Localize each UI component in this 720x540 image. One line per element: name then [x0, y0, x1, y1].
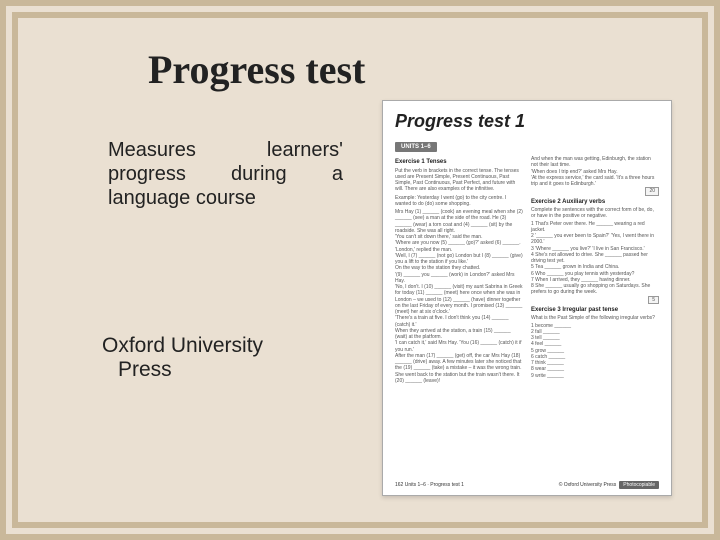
- photocopiable-badge: Photocopiable: [619, 481, 659, 489]
- exercise-1-line: 'There's a train at five. I don't think …: [395, 315, 523, 328]
- exercise-2-item: 1 That's Peter over there. He ______ wea…: [531, 221, 659, 234]
- footer-copyright: © Oxford University Press: [559, 482, 617, 488]
- publisher-line-1: Oxford University: [102, 334, 263, 357]
- exercise-3-instructions: What is the Past Simple of the following…: [531, 315, 659, 321]
- worksheet-footer: 162 Units 1–6 · Progress test 1 © Oxford…: [395, 481, 659, 489]
- exercise-2-item: 4 She's not allowed to drive. She ______…: [531, 252, 659, 265]
- exercise-1-q2: 'At the express service,' the card said.…: [531, 175, 659, 188]
- worksheet-col-left: Exercise 1 Tenses Put the verb in bracke…: [395, 156, 523, 384]
- exercise-1-tail: And when the man was getting, Edinburgh,…: [531, 156, 659, 169]
- exercise-1-example: Example: Yesterday I went (go) to the ci…: [395, 195, 523, 208]
- worksheet-col-right: And when the man was getting, Edinburgh,…: [531, 156, 659, 384]
- footer-right-group: © Oxford University Press Photocopiable: [559, 481, 659, 489]
- score-badge-1: 20: [645, 187, 659, 195]
- exercise-3-heading: Exercise 3 Irregular past tense: [531, 307, 659, 315]
- exercise-1-heading: Exercise 1 Tenses: [395, 159, 523, 167]
- publisher-text: Oxford University Press: [98, 334, 328, 382]
- exercise-2-item: 3 'Where ______ you live?' 'I live in Sa…: [531, 246, 659, 252]
- exercise-2-item: 2 '______ you ever been to Spain?' 'Yes,…: [531, 233, 659, 246]
- exercise-2-item: 8 She ______ usually go shopping on Satu…: [531, 283, 659, 296]
- footer-left: 162 Units 1–6 · Progress test 1: [395, 482, 464, 488]
- exercise-1-line: When they arrived at the station, a trai…: [395, 328, 523, 341]
- page-title: Progress test: [148, 46, 365, 93]
- exercise-1-line: 'Well, I (7) ______ (not go) London but …: [395, 253, 523, 266]
- slide-frame: Progress test Measures learners' progres…: [18, 18, 702, 522]
- exercise-1-line: 'Where are you now (5) ______ (go)?' ask…: [395, 240, 523, 246]
- exercise-2-instructions: Complete the sentences with the correct …: [531, 207, 659, 220]
- worksheet-thumbnail: Progress test 1 UNITS 1–6 Exercise 1 Ten…: [382, 100, 672, 496]
- exercise-1-instructions: Put the verb in brackets in the correct …: [395, 168, 523, 193]
- worksheet-title: Progress test 1: [395, 111, 659, 132]
- exercise-1-line: 'I can catch it,' said Mrs Hay. 'You (16…: [395, 340, 523, 353]
- score-badge-2: 5: [648, 296, 659, 304]
- description-text: Measures learners' progress during a lan…: [108, 138, 343, 210]
- units-badge: UNITS 1–6: [395, 142, 437, 152]
- exercise-1-line: Mrs Hay (1) ______ (cook) an evening mea…: [395, 209, 523, 234]
- exercise-1-line: 'No, I don't. I (10) ______ (visit) my a…: [395, 284, 523, 315]
- worksheet-columns: Exercise 1 Tenses Put the verb in bracke…: [395, 156, 659, 384]
- publisher-line-2: Press: [102, 358, 328, 382]
- exercise-1-line: '(9) ______ you ______ (work) in London?…: [395, 272, 523, 285]
- exercise-1-line: After the man (17) ______ (get) off, the…: [395, 353, 523, 384]
- exercise-2-heading: Exercise 2 Auxiliary verbs: [531, 199, 659, 207]
- exercise-3-item: 9 write ______: [531, 373, 659, 379]
